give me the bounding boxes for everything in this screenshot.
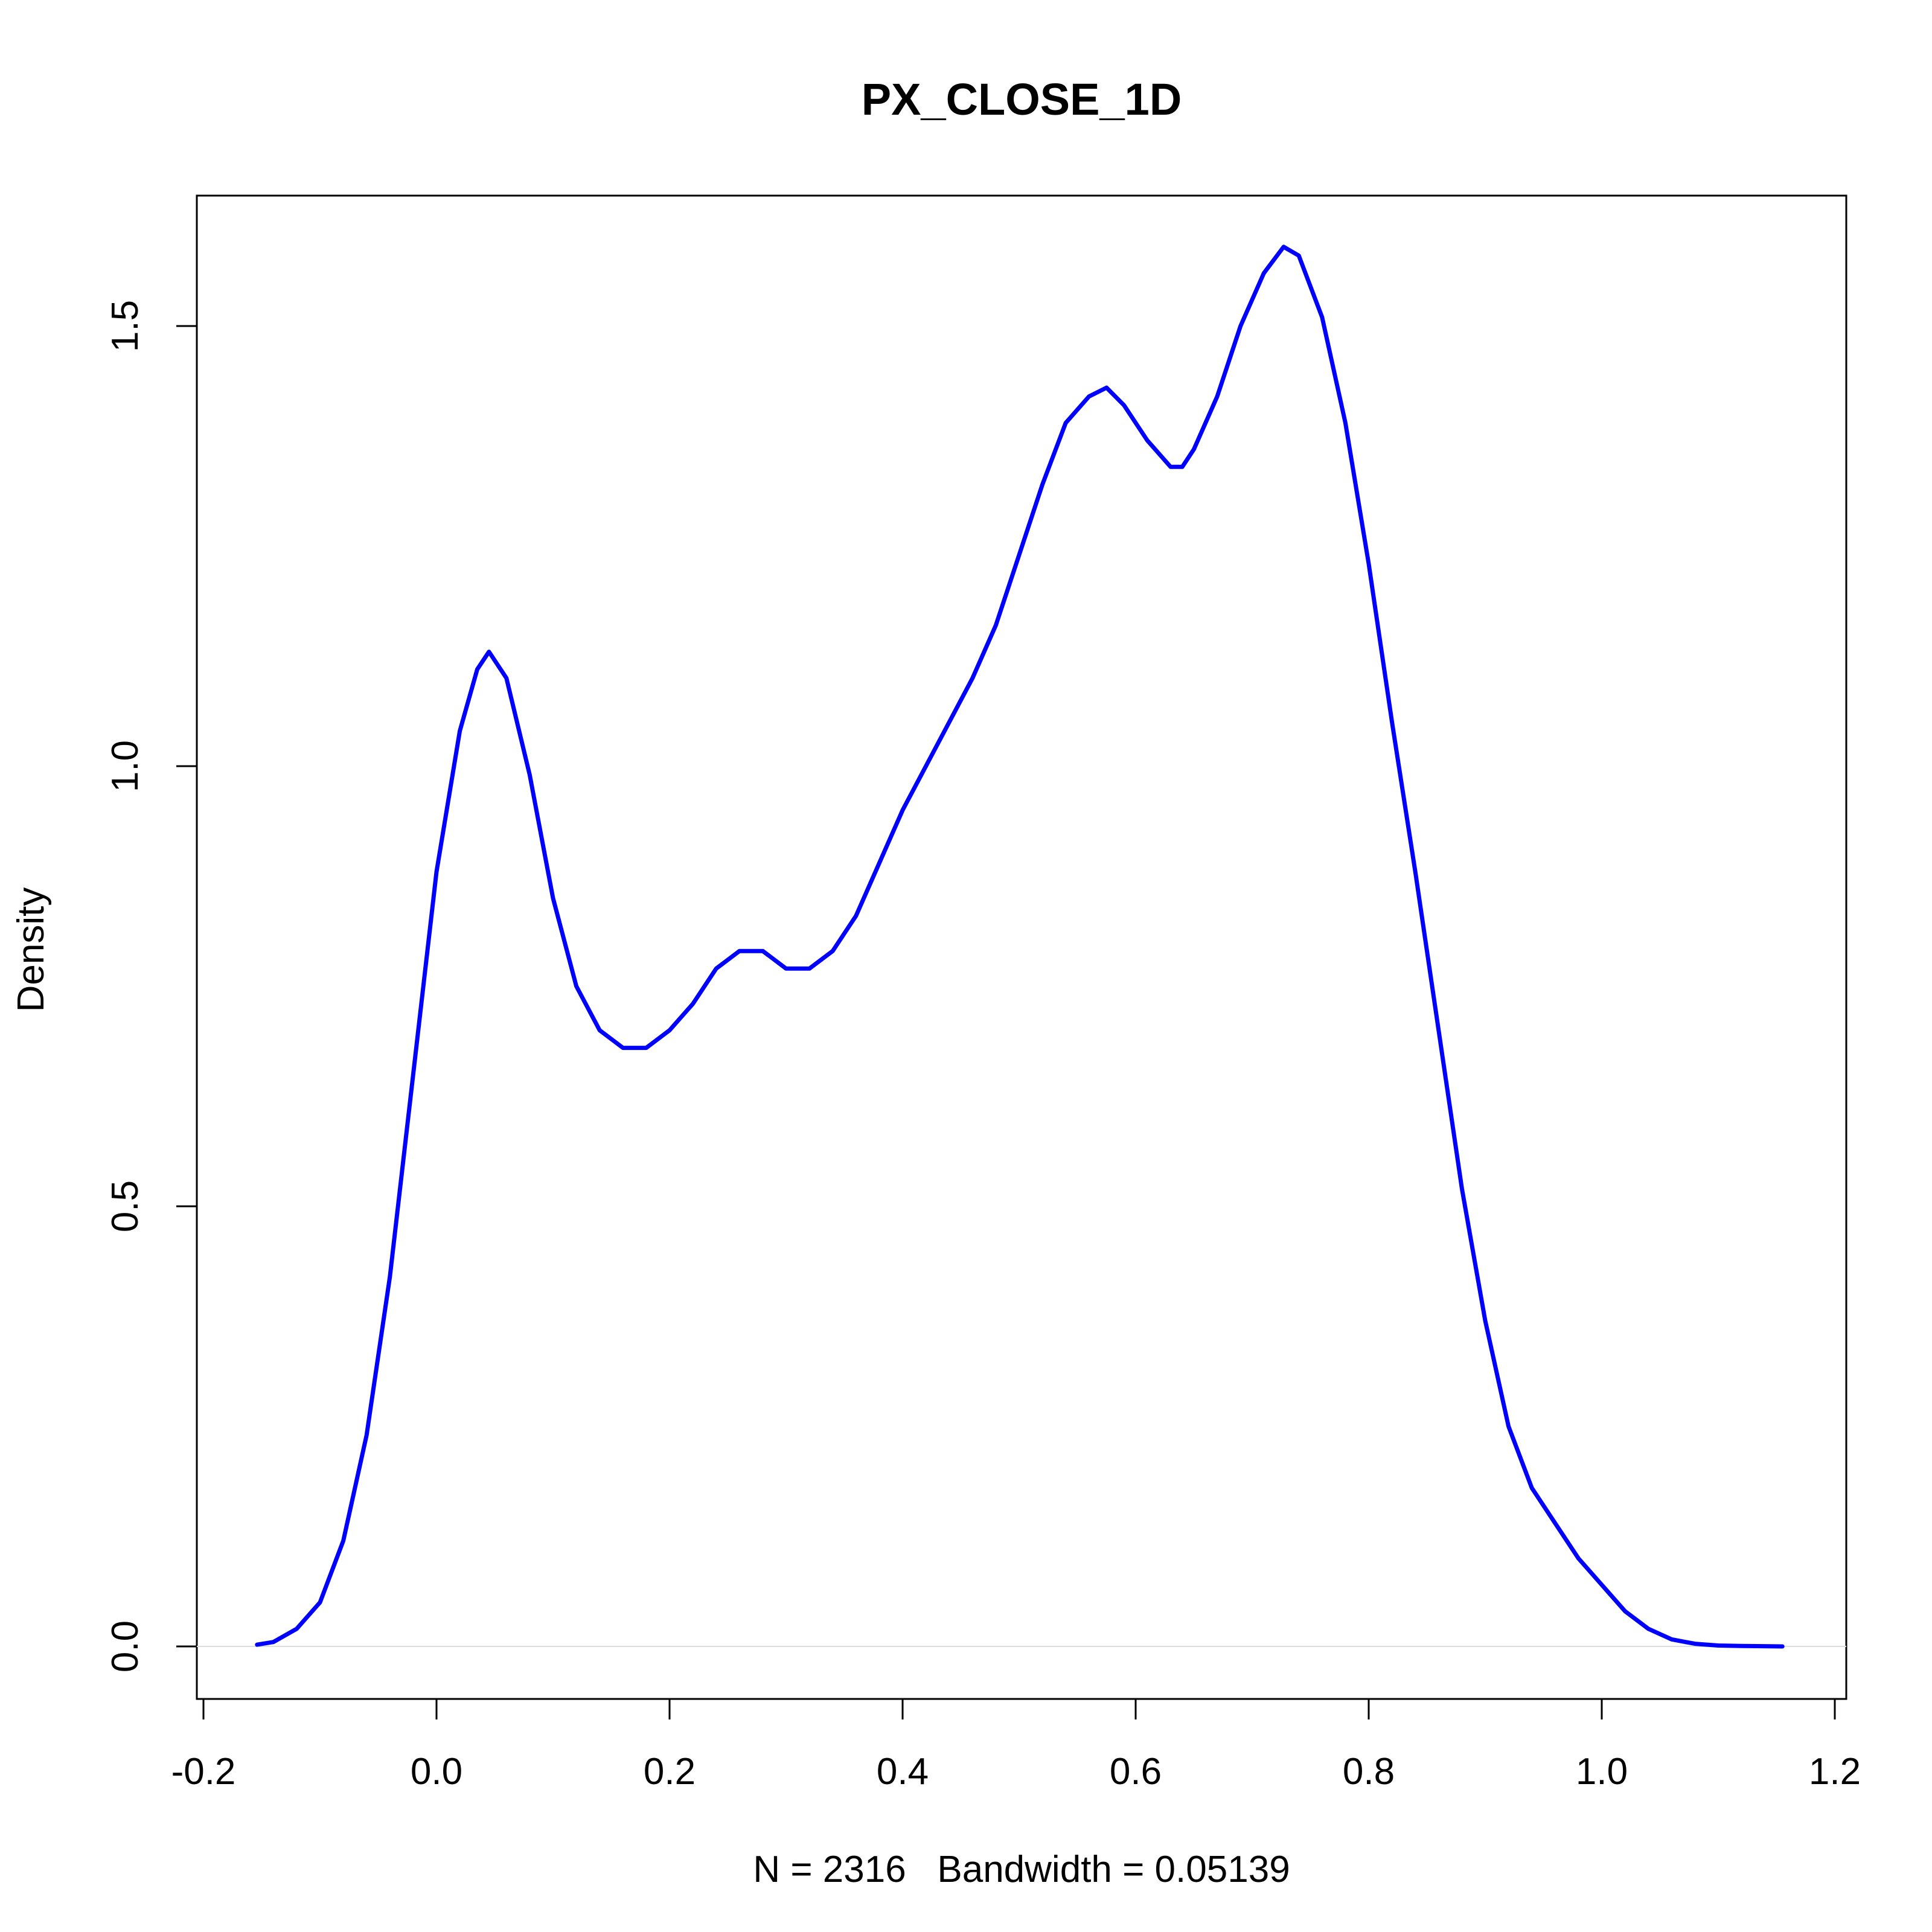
y-tick-label: 0.5	[104, 1180, 146, 1232]
x-axis-label: N = 2316 Bandwidth = 0.05139	[753, 1849, 1290, 1890]
chart-title: PX_CLOSE_1D	[862, 74, 1182, 124]
y-axis: 0.0 0.5 1.0 1.5	[104, 300, 198, 1672]
x-tick-label: 0.6	[1110, 1751, 1162, 1793]
y-tick-label: 1.5	[104, 300, 146, 352]
x-tick-label: 0.8	[1343, 1751, 1395, 1793]
y-tick-label: 1.0	[104, 740, 146, 792]
y-tick-label: 0.0	[104, 1620, 146, 1672]
x-tick-label: 1.0	[1576, 1751, 1628, 1793]
x-tick-label: 1.2	[1809, 1751, 1861, 1793]
x-axis: -0.2 0.0 0.2 0.4 0.6 0.8 1.0 1.2	[171, 1698, 1861, 1793]
x-tick-label: 0.0	[411, 1751, 462, 1793]
x-tick-label: 0.4	[877, 1751, 929, 1793]
y-axis-label: Density	[10, 888, 52, 1012]
x-tick-label: -0.2	[171, 1751, 236, 1793]
density-curve	[255, 245, 1785, 1649]
plot-frame	[196, 194, 1847, 1700]
x-tick-label: 0.2	[644, 1751, 696, 1793]
